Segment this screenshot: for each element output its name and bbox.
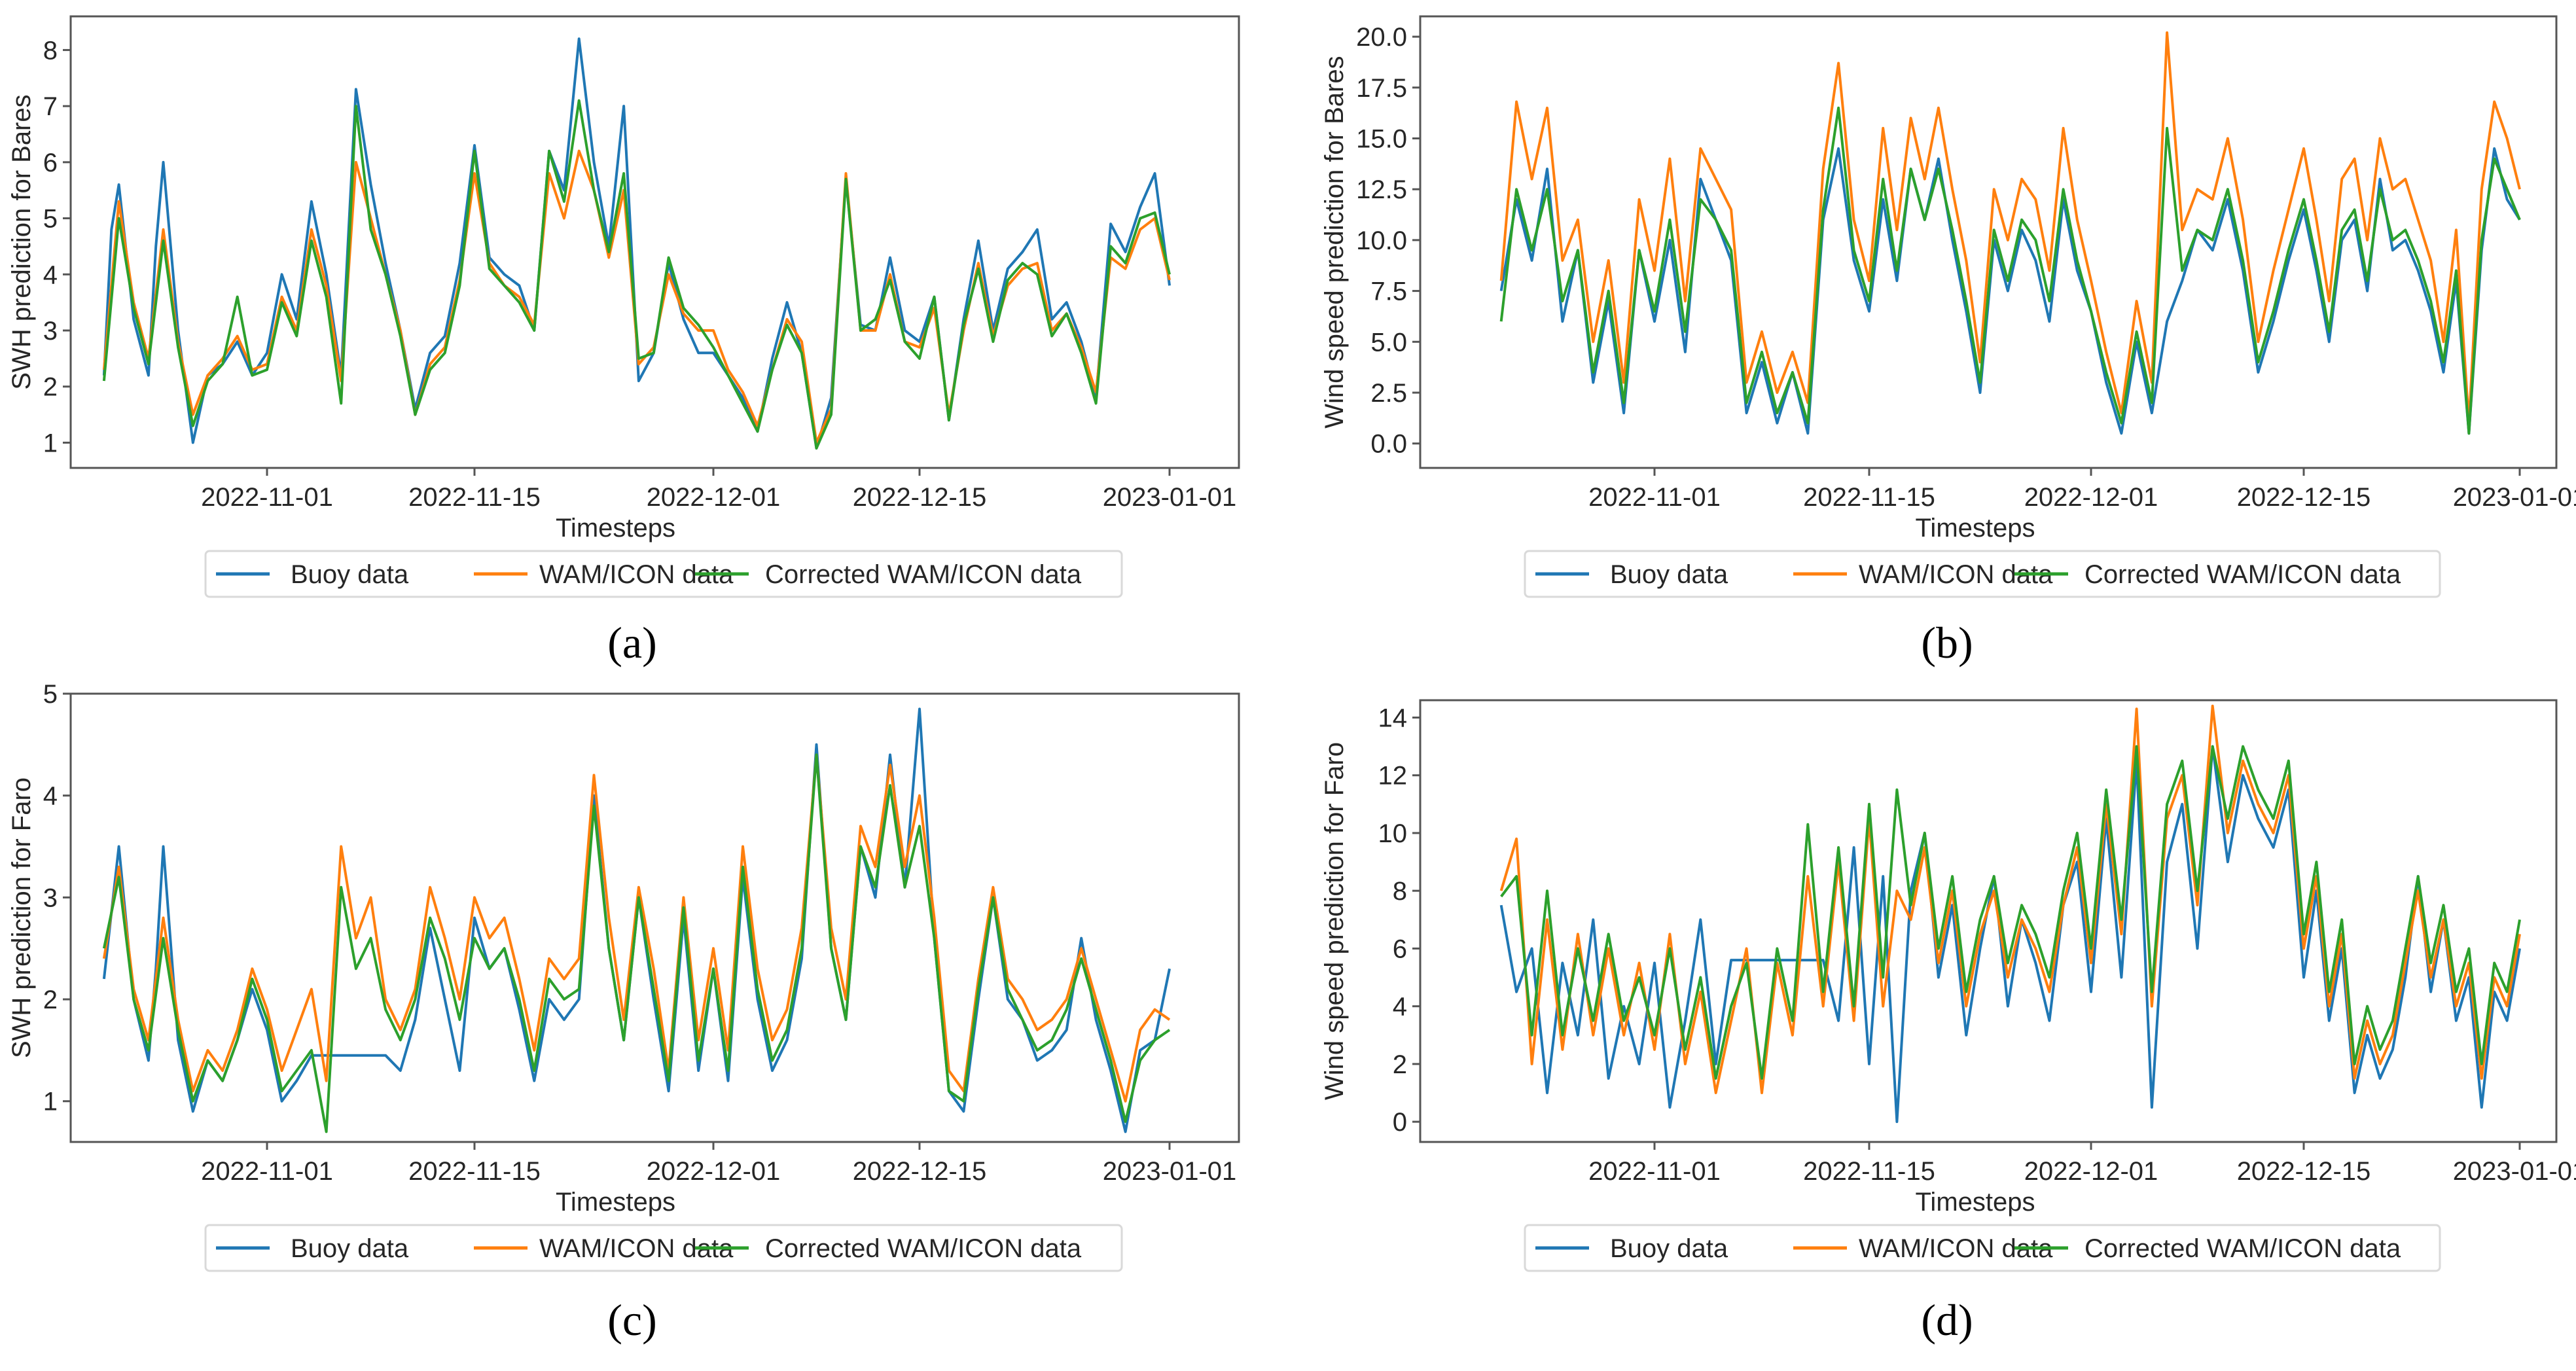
y-tick-label: 6	[43, 149, 58, 177]
y-tick-label: 3	[43, 883, 58, 912]
panel-label: (b)	[1921, 618, 1973, 668]
y-tick-label: 15.0	[1356, 124, 1407, 153]
y-tick-label: 8	[1393, 877, 1407, 906]
y-tick-label: 7	[43, 92, 58, 121]
y-tick-label: 2.5	[1370, 379, 1407, 408]
series-group	[102, 37, 1171, 450]
y-tick-label: 12.5	[1356, 175, 1407, 204]
legend-box	[1524, 550, 2441, 598]
x-tick-label: 2022-12-15	[2237, 1157, 2371, 1186]
series-group	[102, 707, 1171, 1133]
y-tick-label: 5	[43, 205, 58, 234]
series-group	[1499, 31, 2521, 435]
y-tick-label: 4	[1393, 993, 1407, 1022]
y-tick-label: 17.5	[1356, 74, 1407, 103]
y-axis-label: Wind speed prediction for Bares	[1320, 56, 1349, 428]
y-tick-label: 5.0	[1370, 328, 1407, 357]
x-tick-label: 2022-11-01	[201, 1157, 333, 1186]
series-line-corrected	[102, 753, 1171, 1133]
x-tick-label: 2022-12-01	[2024, 1157, 2158, 1186]
legend: Buoy data WAM/ICON data Corrected WAM/ICON…	[204, 550, 1123, 598]
plot-frame	[1419, 699, 2558, 1143]
y-axis-label: SWH prediction for Bares	[7, 94, 36, 389]
y-tick-label: 2	[43, 373, 58, 402]
legend-label: Corrected WAM/ICON data	[765, 1234, 1082, 1263]
y-tick-label: 6	[1393, 935, 1407, 963]
plot-frame	[69, 692, 1240, 1143]
y-tick-label: 4	[43, 782, 58, 811]
x-tick-label: 2022-11-15	[408, 483, 541, 512]
series-line-corrected	[1500, 745, 2521, 1080]
chart-panel-d: 0 2 4 6 8 10 12 14 2022-11-01 2022-11-15 2022-12-0…	[1320, 699, 2576, 1345]
legend-label: Buoy data	[1610, 1234, 1728, 1263]
y-tick-label: 20.0	[1356, 23, 1407, 52]
chart-panel-c: 1 2 3 4 5 2022-11-01 2022-11-15 2022-12-01 2022-…	[7, 680, 1240, 1345]
x-axis-label: Timesteps	[1915, 1188, 2035, 1217]
plot-frame	[69, 15, 1240, 469]
series-line-corrected	[1499, 106, 2521, 435]
series-line-wam	[102, 753, 1171, 1103]
plot-frame	[1419, 15, 2558, 469]
panel-label: (c)	[607, 1295, 656, 1345]
legend-box	[204, 1224, 1123, 1272]
y-tick-label: 3	[43, 317, 58, 346]
x-tick-label: 2022-12-15	[853, 483, 987, 512]
legend-box	[204, 550, 1123, 598]
series-line-wam	[1499, 704, 2521, 1094]
y-tick-label: 0	[1393, 1108, 1407, 1137]
y-tick-label: 2	[43, 986, 58, 1014]
legend: Buoy data WAM/ICON data Corrected WAM/ICON…	[204, 1224, 1123, 1272]
x-tick-label: 2022-11-15	[1803, 483, 1935, 512]
x-tick-label: 2022-12-15	[853, 1157, 987, 1186]
legend-label: Buoy data	[291, 560, 409, 589]
legend-label: Corrected WAM/ICON data	[765, 560, 1082, 589]
x-tick-label: 2022-12-15	[2237, 483, 2371, 512]
legend-label: Corrected WAM/ICON data	[2084, 560, 2401, 589]
y-tick-label: 7.5	[1370, 277, 1407, 306]
chart-panel-a: 1 2 3 4 5 6 7 8 2022-11-01 2022-11-15 2022-12-01 20…	[7, 15, 1240, 668]
x-tick-label: 2022-12-01	[2024, 483, 2158, 512]
panel-label: (a)	[607, 618, 656, 668]
series-group	[1499, 704, 2521, 1124]
chart-panel-b: 0.0 2.5 5.0 7.5 10.0 12.5 15.0 17.5 20.0 2022-11-…	[1320, 15, 2576, 668]
y-axis-label: SWH prediction for Faro	[7, 777, 36, 1058]
legend-label: Buoy data	[291, 1234, 409, 1263]
legend: Buoy data WAM/ICON data Corrected WAM/ICON…	[1524, 1224, 2441, 1272]
x-tick-label: 2022-11-15	[408, 1157, 541, 1186]
x-axis-label: Timesteps	[556, 514, 675, 543]
x-tick-label: 2022-11-01	[201, 483, 333, 512]
y-tick-label: 1	[43, 429, 58, 457]
y-tick-label: 10	[1378, 819, 1408, 848]
y-tick-label: 8	[43, 36, 58, 65]
x-tick-label: 2022-11-01	[1588, 483, 1721, 512]
x-tick-label: 2023-01-01	[2453, 483, 2576, 512]
series-line-wam	[1499, 31, 2521, 425]
x-tick-label: 2023-01-01	[1103, 483, 1237, 512]
x-tick-label: 2022-12-01	[647, 1157, 781, 1186]
series-line-corrected	[102, 99, 1171, 450]
legend-box	[1524, 1224, 2441, 1272]
y-tick-label: 14	[1378, 703, 1408, 732]
x-tick-label: 2022-11-01	[1588, 1157, 1721, 1186]
legend-label: Corrected WAM/ICON data	[2084, 1234, 2401, 1263]
y-tick-label: 10.0	[1356, 226, 1407, 255]
y-tick-label: 2	[1393, 1050, 1407, 1079]
legend: Buoy data WAM/ICON data Corrected WAM/ICON…	[1524, 550, 2441, 598]
x-tick-label: 2022-11-15	[1803, 1157, 1935, 1186]
x-tick-label: 2023-01-01	[2453, 1157, 2576, 1186]
y-tick-label: 4	[43, 260, 58, 289]
x-tick-label: 2022-12-01	[647, 483, 781, 512]
y-tick-label: 12	[1378, 762, 1408, 791]
y-axis-label: Wind speed prediction for Faro	[1320, 742, 1349, 1100]
x-tick-label: 2023-01-01	[1103, 1157, 1237, 1186]
panel-label: (d)	[1921, 1295, 1973, 1345]
x-axis-label: Timesteps	[1915, 514, 2035, 543]
y-tick-label: 1	[43, 1088, 58, 1116]
x-axis-label: Timesteps	[556, 1188, 675, 1217]
y-tick-label: 5	[43, 680, 58, 709]
y-tick-label: 0.0	[1370, 430, 1407, 459]
legend-label: Buoy data	[1610, 560, 1728, 589]
